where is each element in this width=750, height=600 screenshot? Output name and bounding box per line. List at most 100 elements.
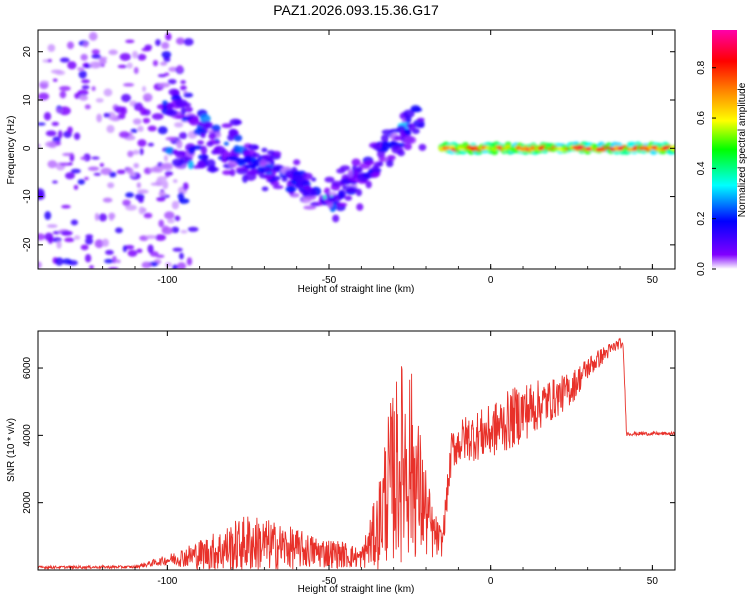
spectrogram-blob	[356, 203, 364, 211]
spectrogram-blob	[155, 254, 165, 258]
spectrogram-blob	[236, 168, 248, 175]
snr-x-tick-label: 0	[488, 576, 494, 587]
spectrogram-blob	[154, 234, 167, 241]
spectrogram-blob	[107, 182, 115, 189]
spectrogram-blob	[206, 159, 216, 168]
spectrogram-blob	[161, 226, 173, 235]
spectrogram-blob	[40, 80, 50, 84]
spectrogram-blob	[137, 139, 147, 147]
spectrogram-blob	[91, 156, 100, 160]
spectrogram-blob	[165, 136, 177, 141]
spectrogram-blob	[202, 155, 208, 164]
spectrogram-blob	[79, 94, 88, 101]
spectrogram-blob	[331, 180, 343, 187]
spectrogram-blob	[91, 49, 100, 55]
spectrogram-blob	[336, 202, 348, 207]
spectrogram-blob	[59, 90, 67, 99]
spectrogram-blob	[180, 85, 187, 91]
snr-x-tick-label: -100	[157, 576, 177, 587]
spectrogram-blob	[125, 204, 137, 211]
spectrogram-blob	[344, 195, 353, 201]
spectrogram-blob	[95, 98, 104, 103]
spectrogram-blob	[171, 226, 180, 234]
spectrogram-blob	[137, 53, 147, 61]
spectrogram-blob	[355, 188, 362, 197]
spectrogram-blob	[165, 147, 175, 155]
spectrogram-blob	[155, 39, 161, 47]
spectrogram-blob	[138, 206, 145, 215]
spectrogram-blob	[377, 161, 384, 167]
spectrogram-blob	[121, 93, 132, 103]
colorbar-label: Normalized spectral amplitude	[737, 82, 748, 217]
spectrogram-blob	[65, 172, 75, 180]
spectrogram-blob	[132, 50, 139, 59]
spectrogram-blob	[186, 257, 193, 266]
spectrogram-blob	[398, 142, 406, 148]
spectrogram-blob	[77, 179, 86, 185]
spectrogram-blob	[127, 249, 138, 257]
spectrogram-y-tick-label: 0	[22, 145, 33, 151]
spectrogram-blob	[339, 165, 351, 171]
spectrogram-blob	[168, 66, 179, 72]
spectrogram-blob	[159, 61, 168, 66]
spectrogram-blob	[172, 247, 183, 252]
spectrogram-blob	[120, 106, 128, 115]
spectrogram-blob	[59, 85, 71, 91]
spectrogram-blob	[157, 126, 168, 135]
spectrogram-blob	[223, 141, 229, 146]
spectrogram-blob	[285, 185, 297, 193]
spectrogram-blob	[115, 227, 123, 234]
spectrogram-blob	[60, 230, 73, 236]
spectrogram-blob	[171, 158, 184, 167]
spectrogram-blob	[380, 134, 389, 143]
spectrogram-blob	[184, 106, 193, 113]
spectrogram-blob	[324, 176, 335, 183]
spectrogram-blob	[67, 162, 73, 166]
spectrogram-blob	[46, 224, 58, 228]
spectrogram-blob	[229, 168, 236, 177]
spectrogram-blob	[52, 180, 58, 184]
spectrogram-blob	[116, 259, 121, 264]
spectrogram-blob	[88, 31, 98, 41]
spectrogram-blob	[244, 158, 253, 164]
spectrogram-blob	[147, 125, 157, 132]
spectrogram-x-tick-label: 50	[647, 275, 659, 286]
spectrogram-blob	[136, 182, 141, 189]
spectrogram-blob	[418, 143, 427, 151]
spectrogram-blob	[171, 200, 180, 210]
spectrogram-blob	[67, 126, 73, 134]
spectrogram-blob	[200, 132, 206, 139]
spectrogram-blob	[329, 195, 342, 202]
spectrogram-blob	[99, 58, 107, 65]
spectrogram-blob	[338, 191, 345, 200]
spectrogram-blob	[235, 158, 246, 165]
spectrogram-blob	[167, 218, 175, 224]
spectrogram-blob	[188, 117, 200, 126]
spectrogram-blob	[101, 238, 110, 247]
spectrogram-blob	[157, 74, 167, 78]
spectrogram-y-tick-label: -10	[22, 189, 33, 204]
spectrogram-blob	[385, 159, 394, 168]
spectrogram-blob	[306, 187, 313, 191]
spectrogram-blob	[167, 78, 177, 85]
spectrogram-blob	[364, 160, 375, 165]
spectrogram-blob	[57, 130, 63, 139]
spectrogram-blob	[158, 219, 165, 228]
spectrogram-blob	[94, 212, 100, 221]
spectrogram-blob	[247, 144, 260, 151]
spectrogram-blob	[85, 237, 94, 245]
spectrogram-frame	[37, 29, 676, 270]
snr-y-tick-label: 6000	[22, 356, 33, 379]
spectrogram-blob	[109, 171, 117, 178]
spectrogram-y-tick-label: -20	[22, 237, 33, 252]
spectrogram-blob	[93, 172, 102, 176]
spectrogram-blob	[84, 254, 92, 263]
spectrogram-blob	[67, 61, 77, 70]
spectrogram-blob	[403, 128, 411, 135]
spectrogram-blob	[94, 239, 104, 249]
spectrogram-blob	[403, 135, 417, 145]
spectrogram-blob	[180, 229, 188, 234]
spectrogram-blob	[148, 167, 161, 173]
spectrogram-blob	[81, 85, 90, 90]
